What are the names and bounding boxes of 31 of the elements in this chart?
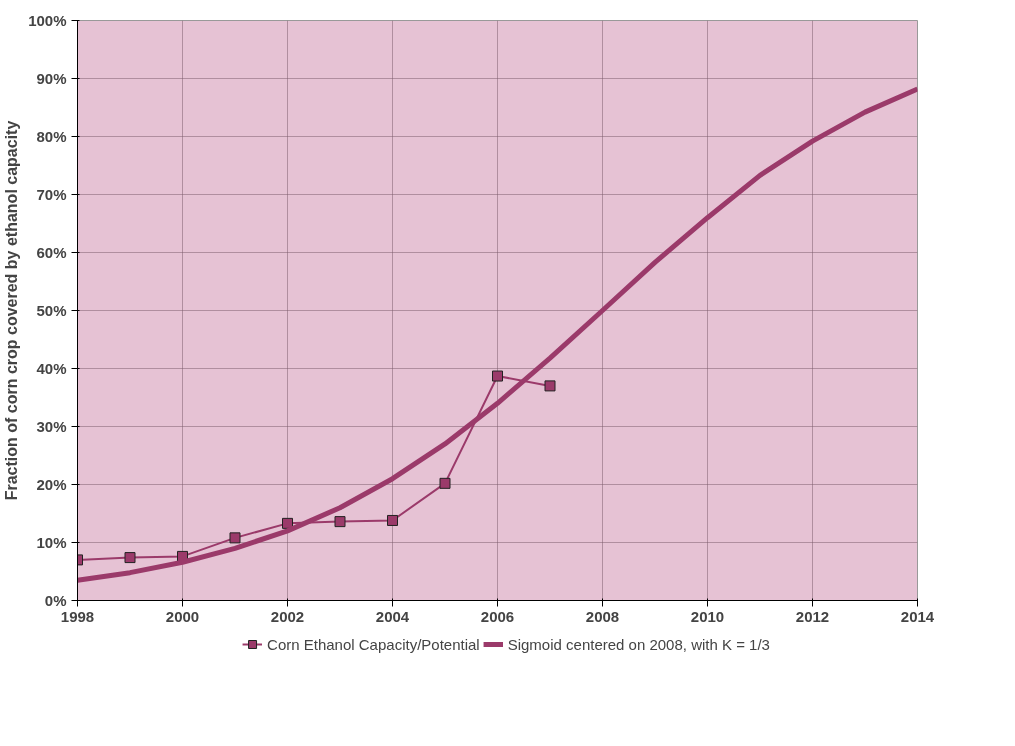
point <box>387 514 398 526</box>
y-tick-label: 60% <box>36 244 67 261</box>
y-tick-label: 90% <box>36 70 67 87</box>
x-tick-label: 2004 <box>375 607 410 625</box>
x-tick-label: 2012 <box>795 607 830 625</box>
x-tick-label: 2002 <box>270 607 305 625</box>
point <box>124 552 136 564</box>
y-tick-label: 10% <box>36 534 67 551</box>
x-tick-label: 2006 <box>480 607 515 625</box>
x-tick-label: 1998 <box>60 607 95 625</box>
point <box>334 516 346 528</box>
y-tick-label: 100% <box>28 12 67 29</box>
legend-label: Sigmoid centered on 2008, with K = 1/3 <box>507 635 770 653</box>
y-tick-label: 50% <box>36 302 67 319</box>
x-tick-label: 2010 <box>690 607 725 625</box>
point <box>439 477 451 489</box>
point <box>229 532 241 544</box>
legend-label: Corn Ethanol Capacity/Potential <box>267 635 480 653</box>
y-tick-label: 40% <box>36 360 67 377</box>
point <box>492 370 503 382</box>
y-axis-title: Fraction of corn crop covered by ethanol capacity <box>3 120 21 501</box>
y-tick-label: 0% <box>44 592 67 609</box>
x-tick-label: 2000 <box>165 607 200 625</box>
x-tick-label: 2014 <box>900 607 935 625</box>
x-tick-label: 2008 <box>585 607 620 625</box>
y-tick-label: 30% <box>36 418 67 435</box>
point <box>282 517 293 529</box>
point <box>544 380 556 392</box>
y-tick-label: 80% <box>36 128 67 145</box>
y-tick-label: 70% <box>36 186 67 203</box>
y-tick-label: 20% <box>36 476 67 493</box>
